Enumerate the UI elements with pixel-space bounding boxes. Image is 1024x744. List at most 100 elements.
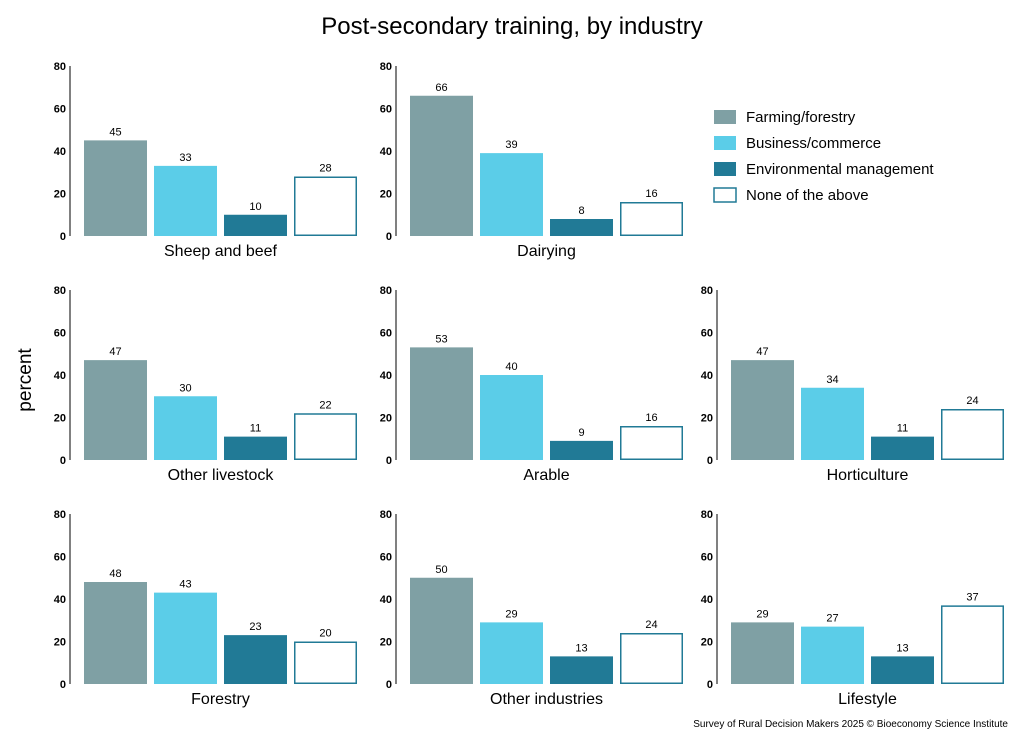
bar-lifestyle-environmental-management xyxy=(871,656,934,684)
bar-forestry-environmental-management xyxy=(224,635,287,684)
y-tick-label: 0 xyxy=(386,231,392,243)
data-label: 11 xyxy=(250,423,261,435)
legend-item-none-of-the-above: None of the above xyxy=(713,187,869,204)
bar-other-industries-farming-forestry xyxy=(410,577,473,684)
panel-title: Other industries xyxy=(490,691,603,708)
bar-arable-farming-forestry xyxy=(410,347,473,460)
y-tick-label: 0 xyxy=(60,231,66,243)
panel-title: Lifestyle xyxy=(838,691,897,708)
legend-swatch xyxy=(714,136,736,150)
bar-horticulture-business-commerce xyxy=(801,387,864,460)
bar-sheep-and-beef-farming-forestry xyxy=(84,140,147,236)
source-caption: Survey of Rural Decision Makers 2025 © B… xyxy=(693,719,1008,730)
data-label: 28 xyxy=(319,163,331,175)
y-tick-label: 80 xyxy=(54,61,66,73)
y-tick-label: 0 xyxy=(707,679,713,691)
bar-arable-environmental-management xyxy=(550,440,613,460)
panel-title: Arable xyxy=(523,467,569,484)
y-tick-label: 80 xyxy=(380,61,392,73)
bar-other-livestock-business-commerce xyxy=(154,396,217,460)
y-tick-label: 60 xyxy=(54,104,66,116)
panel-other-industries: 0 20 40 60 80 50 29 13 24 Other industries xyxy=(380,509,683,708)
legend-item-business-commerce: Business/commerce xyxy=(714,135,881,152)
y-tick-label: 0 xyxy=(386,679,392,691)
y-tick-label: 40 xyxy=(54,370,66,382)
data-label: 39 xyxy=(505,139,517,151)
y-axis-label: percent xyxy=(15,348,36,412)
bar-dairying-business-commerce xyxy=(480,153,543,236)
data-label: 24 xyxy=(966,395,978,407)
bar-dairying-farming-forestry xyxy=(410,95,473,236)
legend-label: Farming/forestry xyxy=(746,109,856,126)
panel-title: Sheep and beef xyxy=(164,243,278,260)
panel-title: Other livestock xyxy=(168,467,275,484)
panel-title: Horticulture xyxy=(827,467,909,484)
panel-sheep-and-beef: 0 20 40 60 80 45 33 10 28 Sheep and beef xyxy=(54,61,357,260)
data-label: 33 xyxy=(179,152,191,164)
bar-sheep-and-beef-none-of-the-above xyxy=(294,176,357,236)
panel-dairying: 0 20 40 60 80 66 39 8 16 Dairying xyxy=(380,61,683,260)
bar-other-industries-none-of-the-above xyxy=(620,633,683,684)
y-tick-label: 20 xyxy=(54,637,66,649)
legend: Farming/forestry Business/commerce Environ… xyxy=(713,109,934,204)
panel-lifestyle: 0 20 40 60 80 29 27 13 37 Lifestyle xyxy=(701,509,1004,708)
panel-title: Dairying xyxy=(517,243,576,260)
legend-item-environmental-management: Environmental management xyxy=(714,161,934,178)
data-label: 23 xyxy=(249,621,261,633)
bar-lifestyle-none-of-the-above xyxy=(941,605,1004,684)
data-label: 30 xyxy=(179,382,191,394)
legend-label: Business/commerce xyxy=(746,135,881,152)
data-label: 20 xyxy=(319,628,331,640)
data-label: 47 xyxy=(109,346,121,358)
y-tick-label: 60 xyxy=(380,552,392,564)
data-label: 24 xyxy=(645,619,657,631)
y-tick-label: 20 xyxy=(54,413,66,425)
bar-forestry-farming-forestry xyxy=(84,582,147,684)
data-label: 40 xyxy=(505,361,517,373)
y-tick-label: 20 xyxy=(701,637,713,649)
data-label: 22 xyxy=(319,399,331,411)
y-tick-label: 80 xyxy=(701,509,713,521)
legend-swatch xyxy=(713,187,737,203)
data-label: 48 xyxy=(109,568,121,580)
panel-title: Forestry xyxy=(191,691,250,708)
bar-dairying-none-of-the-above xyxy=(620,202,683,236)
bar-forestry-business-commerce xyxy=(154,592,217,684)
legend-swatch xyxy=(714,162,736,176)
y-tick-label: 80 xyxy=(701,285,713,297)
data-label: 50 xyxy=(435,564,447,576)
y-tick-label: 0 xyxy=(60,679,66,691)
data-label: 8 xyxy=(578,205,584,217)
y-tick-label: 40 xyxy=(380,370,392,382)
data-label: 16 xyxy=(645,188,657,200)
y-tick-label: 60 xyxy=(54,552,66,564)
bar-forestry-none-of-the-above xyxy=(294,641,357,684)
y-tick-label: 60 xyxy=(380,104,392,116)
y-tick-label: 40 xyxy=(54,146,66,158)
y-tick-label: 20 xyxy=(380,189,392,201)
data-label: 13 xyxy=(896,642,908,654)
data-label: 66 xyxy=(435,82,447,94)
data-label: 45 xyxy=(109,126,121,138)
bar-sheep-and-beef-environmental-management xyxy=(224,214,287,236)
y-tick-label: 0 xyxy=(60,455,66,467)
y-tick-label: 0 xyxy=(386,455,392,467)
y-tick-label: 80 xyxy=(380,285,392,297)
chart-title: Post-secondary training, by industry xyxy=(321,13,703,40)
data-label: 47 xyxy=(756,346,768,358)
panel-arable: 0 20 40 60 80 53 40 9 16 Arable xyxy=(380,285,683,484)
bar-other-livestock-none-of-the-above xyxy=(294,413,357,460)
y-tick-label: 40 xyxy=(701,594,713,606)
data-label: 13 xyxy=(575,642,587,654)
bar-other-livestock-environmental-management xyxy=(224,436,287,460)
y-tick-label: 40 xyxy=(380,146,392,158)
data-label: 53 xyxy=(435,333,447,345)
bar-other-livestock-farming-forestry xyxy=(84,360,147,460)
y-tick-label: 80 xyxy=(54,285,66,297)
panel-forestry: 0 20 40 60 80 48 43 23 20 Forestry xyxy=(54,509,357,708)
legend-label: None of the above xyxy=(746,187,869,204)
y-tick-label: 60 xyxy=(54,328,66,340)
y-tick-label: 20 xyxy=(380,413,392,425)
y-tick-label: 20 xyxy=(54,189,66,201)
